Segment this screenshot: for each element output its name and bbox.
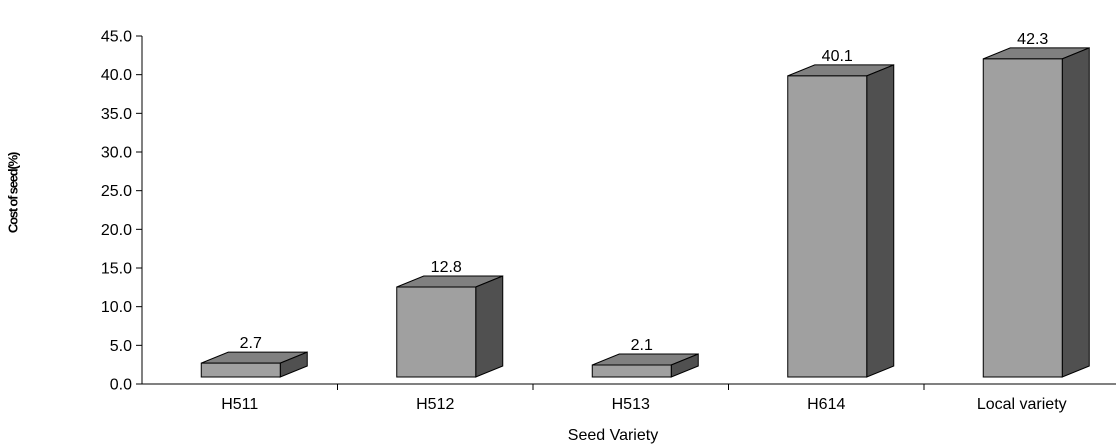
data-label: 2.1 <box>631 337 653 354</box>
x-tick-label: H513 <box>612 396 650 413</box>
x-tick-label: Local variety <box>977 396 1067 413</box>
data-label: 12.8 <box>431 259 462 276</box>
x-axis-label: Seed Variety <box>568 427 658 444</box>
y-tick-label: 40.0 <box>101 67 132 84</box>
bar <box>591 364 672 378</box>
bar <box>200 362 281 378</box>
y-tick-label: 0.0 <box>110 377 132 394</box>
bar <box>787 75 868 378</box>
y-tick-label: 10.0 <box>101 299 132 316</box>
y-tick-label: 5.0 <box>110 338 132 355</box>
y-tick-label: 45.0 <box>101 29 132 46</box>
x-tick-label: H614 <box>807 396 845 413</box>
bar-side <box>866 64 895 378</box>
x-tick-label: H511 <box>221 396 258 413</box>
data-label: 42.3 <box>1017 31 1048 48</box>
y-tick-label: 35.0 <box>101 106 132 123</box>
x-tick-label: H512 <box>416 396 454 413</box>
bar <box>396 286 477 378</box>
bar-side <box>1061 47 1090 378</box>
y-tick-label: 20.0 <box>101 222 132 239</box>
bar-side <box>475 275 504 378</box>
y-tick-label: 30.0 <box>101 145 132 162</box>
y-tick-label: 25.0 <box>101 183 132 200</box>
data-label: 40.1 <box>822 48 853 65</box>
data-label: 2.7 <box>240 335 262 352</box>
y-tick-label: 15.0 <box>101 261 132 278</box>
bar <box>982 58 1063 378</box>
